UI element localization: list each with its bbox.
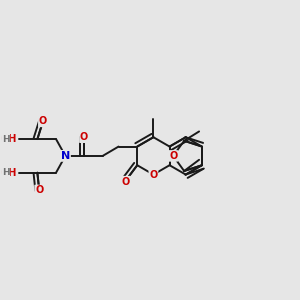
- Text: O: O: [80, 132, 88, 142]
- Text: O: O: [35, 185, 44, 195]
- Text: O: O: [122, 177, 130, 187]
- Text: N: N: [61, 151, 70, 161]
- Text: H: H: [2, 135, 9, 144]
- Text: O: O: [149, 169, 158, 180]
- Text: OH: OH: [1, 168, 17, 178]
- Text: O: O: [39, 116, 47, 126]
- Text: O: O: [169, 151, 177, 161]
- Text: OH: OH: [1, 134, 17, 144]
- Text: H: H: [2, 168, 9, 177]
